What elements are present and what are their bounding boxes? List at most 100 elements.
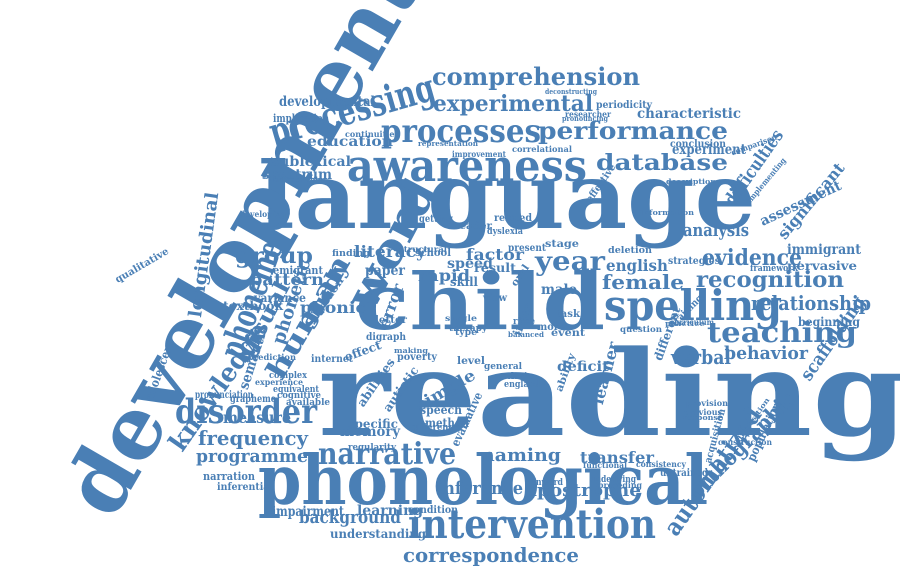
word-single: single bbox=[445, 313, 477, 323]
word-poverty: poverty bbox=[397, 352, 438, 363]
word-teaching: teaching bbox=[707, 316, 858, 349]
word-female: female bbox=[602, 270, 684, 294]
word-characteristic: characteristic bbox=[637, 106, 742, 122]
word-construction: construction bbox=[718, 437, 772, 447]
word-processes: processes bbox=[381, 112, 541, 150]
word-dyslexia: dyslexia bbox=[487, 227, 524, 237]
word-evidence: evidence bbox=[702, 245, 803, 271]
word-intervention: intervention bbox=[408, 501, 657, 548]
word-stage: stage bbox=[545, 239, 580, 250]
word-disorder: disorder bbox=[175, 392, 318, 432]
word-functional: functional bbox=[583, 460, 627, 470]
word-therapy: therapy bbox=[449, 324, 487, 334]
word-practice: practice bbox=[665, 319, 705, 328]
word-event: event bbox=[551, 328, 585, 339]
word-developmental: developmental bbox=[279, 94, 375, 110]
word-rime: rime bbox=[513, 317, 535, 327]
word-cognitive: cognitive bbox=[277, 391, 322, 401]
word-preceding: preceding bbox=[598, 480, 643, 490]
word-result: result bbox=[474, 261, 516, 275]
word-phonological: phonological bbox=[258, 441, 709, 521]
word-level: level bbox=[457, 356, 485, 367]
word-speech: speech bbox=[420, 403, 462, 417]
word-method: method bbox=[425, 416, 470, 430]
word-pattern: pattern bbox=[250, 270, 324, 289]
word-digraph: digraph bbox=[366, 332, 406, 343]
word-immigrant: immigrant bbox=[787, 242, 862, 258]
word-pronunciation: pronunciation bbox=[195, 390, 254, 401]
word-beginning: beginning bbox=[798, 315, 860, 329]
word-provision: provision bbox=[686, 398, 728, 408]
word-narration: narration bbox=[203, 470, 256, 483]
word-specific: specific bbox=[348, 417, 398, 431]
word-conclusion: conclusion bbox=[670, 139, 727, 150]
word-england: england bbox=[504, 380, 540, 390]
word-background: background bbox=[299, 507, 401, 528]
word-literacy: literacy bbox=[354, 242, 427, 261]
word-developing: developing bbox=[240, 209, 287, 219]
word-sublexical: sublexical bbox=[271, 154, 351, 170]
word-untrained: untrained bbox=[660, 468, 708, 479]
word-making: making bbox=[394, 346, 429, 355]
word-emigrant: emigrant bbox=[273, 264, 324, 277]
word-speed: speed bbox=[447, 256, 494, 272]
word-paper: paper bbox=[365, 263, 405, 279]
word-experience: experience bbox=[255, 377, 303, 387]
word-transfer: transfer bbox=[580, 448, 654, 467]
word-consistency: consistency bbox=[636, 459, 687, 469]
word-reader: reader bbox=[454, 221, 492, 232]
word-ethnic: ethnic bbox=[501, 372, 534, 382]
word-understanding: understanding bbox=[330, 527, 427, 541]
word-rapid: rapid bbox=[418, 266, 471, 285]
word-nonword: nonword bbox=[525, 478, 563, 488]
word-narrative: narrative bbox=[318, 437, 457, 472]
word-measure: measure bbox=[223, 408, 291, 427]
word-performance: performance bbox=[538, 116, 729, 145]
word-memory: memory bbox=[340, 424, 401, 440]
word-internet: internet bbox=[311, 354, 353, 365]
word-grapheme: grapheme bbox=[230, 394, 277, 405]
word-framework: framework bbox=[750, 264, 799, 274]
word-male: male bbox=[541, 282, 577, 298]
word-programme: programme bbox=[196, 446, 308, 467]
word-recognition: recognition bbox=[696, 267, 845, 293]
word-letter: letter bbox=[375, 315, 407, 326]
word-related: related bbox=[494, 213, 533, 224]
word-spelling: spelling bbox=[604, 281, 782, 330]
word-regularity: regularity bbox=[348, 443, 397, 453]
word-researcher: researcher bbox=[565, 109, 611, 119]
word-experimental: experimental bbox=[433, 91, 594, 117]
word-information: information bbox=[640, 208, 695, 217]
word-curriculum: curriculum bbox=[670, 317, 715, 327]
word-strategies: strategies bbox=[668, 256, 720, 267]
word-periodicity: periodicity bbox=[596, 100, 652, 111]
word-phonic: phonic bbox=[300, 298, 367, 317]
word-reading: reading bbox=[318, 324, 900, 463]
word-inferential: inferential bbox=[217, 482, 274, 493]
word-type: type bbox=[455, 328, 478, 338]
word-awareness: awareness bbox=[347, 141, 588, 192]
word-task: task bbox=[556, 309, 581, 320]
word-correlational: correlational bbox=[512, 144, 572, 154]
word-response: response bbox=[683, 413, 723, 422]
word-condition: condition bbox=[408, 505, 458, 516]
word-analysis: analysis bbox=[683, 220, 750, 241]
word-variance: variance bbox=[254, 291, 306, 305]
word-impairment: impairment bbox=[272, 504, 344, 520]
word-available: available bbox=[286, 398, 331, 408]
word-group: group bbox=[235, 243, 313, 269]
word-behavior: behavior bbox=[724, 343, 808, 364]
word-prediction: prediction bbox=[248, 352, 297, 362]
word-present: present bbox=[508, 243, 547, 254]
word-orthography: orthography bbox=[273, 175, 325, 184]
word-textbook: textbook bbox=[223, 299, 283, 313]
word-language: language bbox=[258, 142, 756, 250]
word-more: more bbox=[537, 322, 565, 333]
word-spectrum: spectrum bbox=[262, 167, 333, 183]
word-skill: skill bbox=[450, 275, 479, 289]
word-correspondence: correspondence bbox=[403, 543, 579, 566]
word-representation: representation bbox=[418, 139, 479, 148]
word-year: year bbox=[535, 247, 605, 277]
word-experiment: experiment bbox=[672, 142, 746, 158]
